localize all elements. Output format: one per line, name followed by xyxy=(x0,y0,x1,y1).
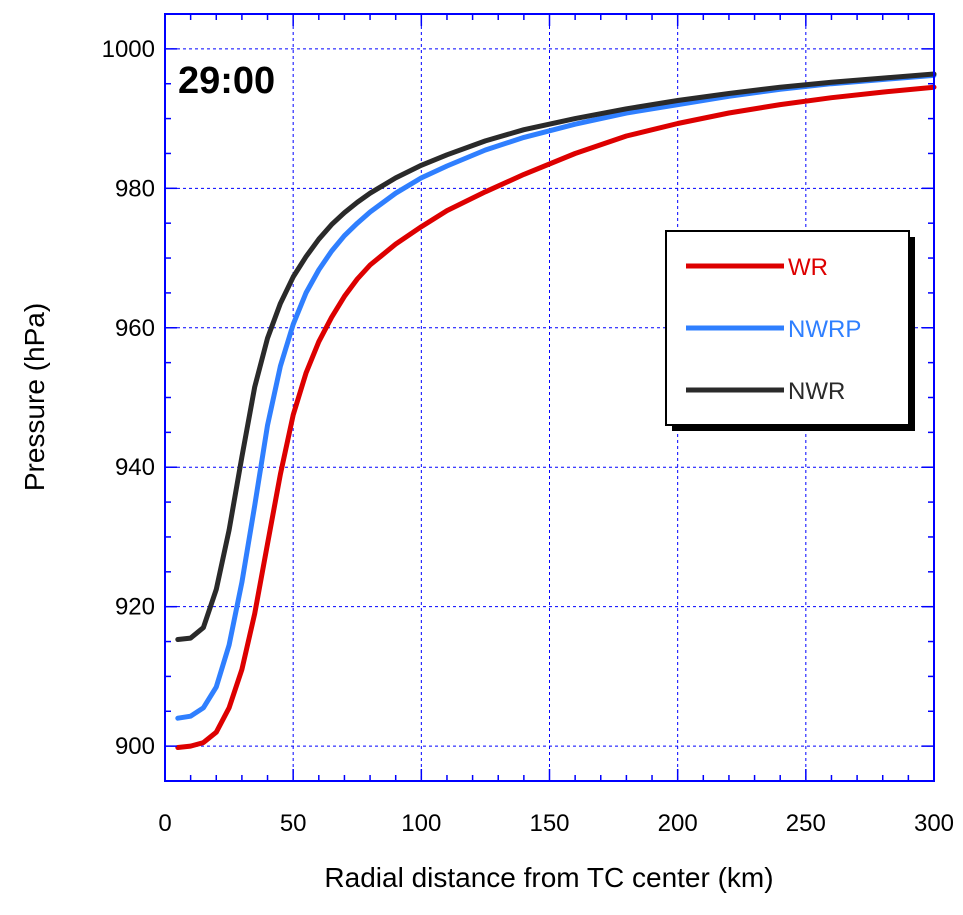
legend-label-nwrp: NWRP xyxy=(788,316,861,343)
time-annotation: 29:00 xyxy=(178,60,275,102)
series-line-wr xyxy=(175,84,937,750)
series-line-nwrp xyxy=(175,72,937,721)
x-tick-label: 100 xyxy=(401,810,441,837)
x-tick-label: 150 xyxy=(529,810,569,837)
y-tick-label: 920 xyxy=(115,594,155,621)
x-tick-label: 300 xyxy=(914,810,954,837)
y-tick-label: 1000 xyxy=(102,36,155,63)
y-tick-label: 960 xyxy=(115,315,155,342)
x-axis-label: Radial distance from TC center (km) xyxy=(324,862,773,893)
legend: WR NWRP NWR xyxy=(665,230,915,431)
series-line-nwr xyxy=(175,71,937,642)
legend-label-wr: WR xyxy=(788,254,828,281)
legend-label-nwr: NWR xyxy=(788,378,845,405)
axis-ticks xyxy=(164,13,935,781)
x-tick-label: 50 xyxy=(280,810,307,837)
y-tick-label: 900 xyxy=(115,733,155,760)
y-tick-label: 980 xyxy=(115,175,155,202)
y-tick-labels: 900 920 940 960 980 1000 xyxy=(102,36,155,760)
y-tick-label: 940 xyxy=(115,454,155,481)
x-tick-label: 0 xyxy=(158,810,171,837)
y-axis-label: Pressure (hPa) xyxy=(19,303,50,491)
series-lines xyxy=(175,71,937,750)
grid-lines xyxy=(165,14,934,781)
x-tick-label: 250 xyxy=(786,810,826,837)
x-tick-labels: 0 50 100 150 200 250 300 xyxy=(158,810,954,837)
x-tick-label: 200 xyxy=(658,810,698,837)
